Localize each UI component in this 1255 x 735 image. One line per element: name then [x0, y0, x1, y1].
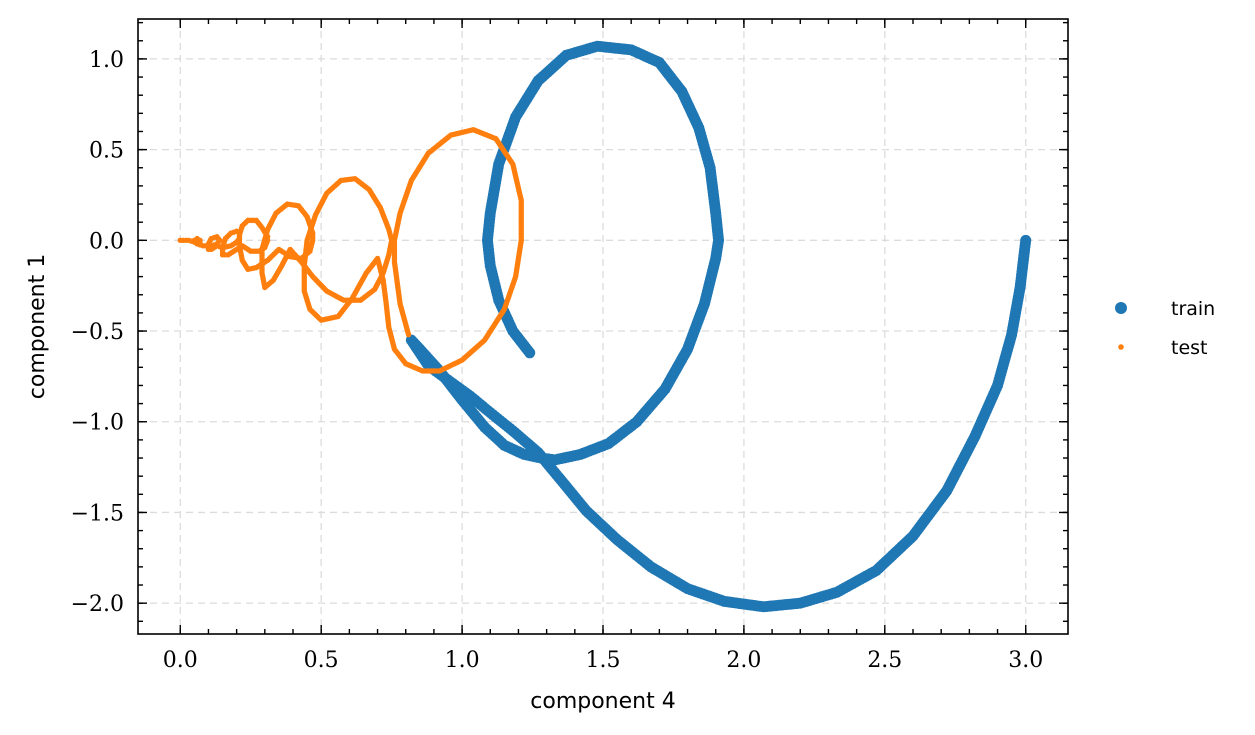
trail-marker	[289, 254, 296, 260]
trail-marker	[259, 272, 266, 278]
trail-marker	[309, 228, 315, 234]
x-tick-label: 1.5	[586, 648, 621, 673]
trail-marker	[231, 229, 237, 235]
legend-marker-train	[1115, 302, 1127, 314]
y-tick-label: 0.0	[89, 229, 124, 254]
y-tick-label: −1.0	[71, 411, 124, 436]
trail-marker	[217, 243, 223, 250]
trail-marker	[207, 237, 214, 244]
y-axis-label: component 1	[25, 254, 50, 399]
trail-marker	[236, 233, 243, 239]
trail-marker	[211, 242, 217, 248]
trail-marker	[221, 244, 228, 250]
trail-marker	[386, 250, 392, 256]
x-axis-label: component 4	[530, 689, 675, 714]
trail-marker	[263, 242, 269, 248]
trail-marker	[385, 224, 391, 231]
trail-marker	[221, 238, 228, 244]
legend-label-test: test	[1171, 337, 1208, 359]
trail-marker	[518, 195, 524, 202]
trail-marker	[263, 232, 270, 238]
y-tick-label: 0.5	[89, 139, 124, 164]
trail-marker	[202, 243, 208, 249]
trail-marker	[215, 239, 222, 245]
trail-marker	[180, 237, 186, 244]
y-tick-label: −1.5	[71, 501, 124, 526]
series-train	[405, 40, 1032, 613]
trail-marker	[227, 250, 233, 257]
axis-tick-labels: 0.0 0.5 1.0 1.5 2.0 2.5 3.0 −2.0 −1.5 −1.0 −0.5 0.0…	[71, 48, 1044, 673]
trail-marker	[238, 225, 245, 231]
trail-marker	[302, 290, 308, 296]
y-tick-label: −2.0	[71, 592, 124, 617]
trail-marker	[310, 235, 316, 241]
trail-marker	[522, 344, 534, 356]
x-tick-label: 1.0	[445, 648, 480, 673]
trail-marker	[304, 239, 310, 246]
trail-marker	[383, 301, 389, 307]
trail-marker	[386, 326, 393, 333]
x-tick-label: 2.5	[867, 648, 902, 673]
series-layer	[177, 40, 1032, 613]
y-tick-label: −0.5	[71, 320, 124, 345]
trail-marker	[380, 279, 387, 286]
grid	[138, 19, 1068, 634]
legend: train test	[1115, 298, 1215, 359]
trail-marker	[226, 232, 232, 238]
trail-marker	[194, 239, 200, 245]
x-tick-label: 0.5	[304, 648, 339, 673]
x-tick-label: 0.0	[163, 648, 198, 673]
x-tick-label: 3.0	[1008, 648, 1043, 673]
legend-marker-test	[1118, 344, 1124, 350]
trail-marker	[518, 235, 524, 241]
axis-ticks	[138, 19, 1068, 634]
trail-marker	[468, 127, 475, 133]
trail-marker	[388, 235, 394, 241]
trail-marker	[211, 234, 217, 241]
trail-marker	[392, 261, 398, 267]
trail-marker	[188, 238, 195, 244]
x-tick-label: 2.0	[726, 648, 761, 673]
series-test	[177, 126, 524, 374]
legend-label-train: train	[1171, 298, 1215, 320]
y-tick-label: 1.0	[89, 48, 124, 73]
trail-marker	[397, 303, 404, 309]
